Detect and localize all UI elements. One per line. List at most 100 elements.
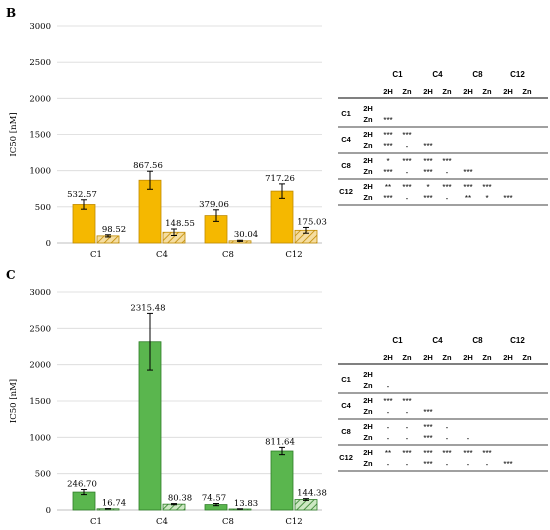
table-row-sub: 2H [363,130,373,139]
x-tick-label: C12 [285,517,302,527]
table-cell: - [446,434,449,443]
table-cell: ** [465,194,471,203]
y-tick-label: 2500 [29,58,51,68]
table-row-sub: Zn [363,381,373,390]
table-cell: *** [383,194,392,203]
table-cell: *** [383,131,392,140]
data-label: 379.06 [199,200,229,210]
table-row-sub: 2H [363,370,373,379]
y-tick-label: 2000 [29,94,51,104]
table-cell: *** [423,142,432,151]
table-cell: *** [383,397,392,406]
data-label: 532.57 [67,190,97,200]
x-tick-label: C8 [222,250,234,260]
table-cell: *** [423,194,432,203]
bar-c12-free [270,190,294,244]
x-tick-label: C1 [90,250,102,260]
table-group-header: C4 [432,336,443,345]
table-row-label: C8 [341,427,351,436]
table-cell: *** [442,157,451,166]
y-tick-label: 1500 [29,397,51,407]
table-cell: *** [482,449,491,458]
table-sub-header: 2H [463,353,473,362]
y-tick-label: 1000 [29,433,51,443]
table-row-sub: 2H [363,422,373,431]
table-sub-header: 2H [423,87,433,96]
table-sub-header: Zn [522,353,532,362]
table-cell: *** [423,157,432,166]
table-row-label: C8 [341,161,351,170]
table-cell: - [406,168,409,177]
table-sub-header: Zn [442,353,452,362]
table-cell: *** [463,183,472,192]
table-cell: - [406,460,409,469]
table-row-sub: 2H [363,448,373,457]
table-cell: - [486,460,489,469]
table-cell: * [386,157,389,166]
table-sub-header: 2H [463,87,473,96]
table-sub-header: Zn [522,87,532,96]
table-row-sub: 2H [363,396,373,405]
table-cell: *** [402,157,411,166]
table-cell: - [446,168,449,177]
data-label: 16.74 [102,499,126,509]
table-cell: *** [383,168,392,177]
table-cell: * [485,194,488,203]
table-cell: *** [463,168,472,177]
table-group-header: C1 [392,70,403,79]
table-sub-header: 2H [503,353,513,362]
y-tick-label: 2000 [29,361,51,371]
data-label: 144.38 [297,489,327,499]
data-label: 74.57 [202,493,226,503]
table-cell: ** [385,449,391,458]
table-row-label: C4 [341,401,351,410]
y-tick-label: 500 [35,470,51,480]
table-row-label: C1 [341,375,351,384]
table-cell: - [387,434,390,443]
data-label: 30.04 [234,230,258,240]
table-row-label: C12 [339,187,353,196]
table-cell: *** [423,449,432,458]
data-label: 98.52 [102,225,126,235]
table-group-header: C1 [392,336,403,345]
table-cell: - [387,382,390,391]
x-tick-label: C12 [285,250,302,260]
y-tick-label: 2500 [29,324,51,334]
table-row-sub: Zn [363,459,373,468]
table-row-sub: 2H [363,104,373,113]
table-cell: - [446,460,449,469]
bar-c12-free [270,450,294,511]
table-cell: - [387,408,390,417]
table-group-header: C4 [432,70,443,79]
data-label: 867.56 [133,161,163,171]
table-cell: - [406,408,409,417]
y-axis-label: IC50 [nM] [9,112,19,156]
table-row-sub: Zn [363,167,373,176]
table-row-sub: Zn [363,433,373,442]
table-cell: *** [423,434,432,443]
table-cell: *** [503,460,512,469]
x-tick-label: C8 [222,517,234,527]
table-cell: - [387,423,390,432]
table-cell: *** [402,183,411,192]
bar-c12-zn [294,499,318,511]
chart-panel-c: 0 500 1000 1500 2000 2500 3000 IC50 [nM] 246.70 1… [9,288,327,527]
table-cell: - [387,460,390,469]
table-row-sub: 2H [363,156,373,165]
x-tick-label: C4 [156,250,168,260]
data-label: 13.83 [234,499,258,509]
y-tick-label: 3000 [29,288,51,298]
table-cell: - [467,434,470,443]
table-sub-header: 2H [503,87,513,96]
data-label: 80.38 [168,494,192,504]
table-group-header: C8 [472,70,483,79]
table-row-sub: Zn [363,141,373,150]
y-tick-label: 0 [46,239,51,249]
table-cell: - [406,194,409,203]
chart-panel-b: 0 500 1000 1500 2000 2500 3000 IC50 [nM] 532.57 9… [9,22,327,260]
table-group-header: C12 [510,336,525,345]
table-cell: - [406,434,409,443]
